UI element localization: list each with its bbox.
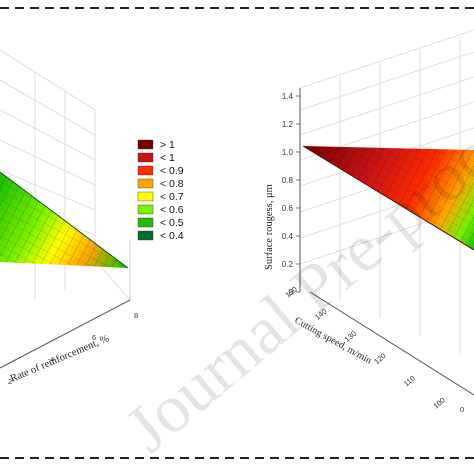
legend-label: > 1 <box>160 139 175 151</box>
left-x-ticks: 2 4 6 8 <box>8 311 138 386</box>
left-x-axis-line <box>0 299 131 369</box>
right-z-tick-label: 0.4 <box>282 232 294 241</box>
legend-swatch <box>137 217 154 228</box>
right-x-tick-label: 100 <box>432 396 447 411</box>
left-surface-edge <box>0 171 129 269</box>
right-x-axis-line <box>309 291 474 396</box>
right-z-tick-label: 0.2 <box>282 260 294 269</box>
legend-label: < 0.6 <box>160 204 184 216</box>
right-z-tick-label: 1.4 <box>282 92 294 101</box>
legend-label: < 1 <box>160 152 175 164</box>
left-x-tick-label: 2 <box>8 377 12 386</box>
right-z-tick-label: 0.6 <box>282 204 294 213</box>
right-surface-edge <box>302 145 474 251</box>
right-z-tick-label: 1.0 <box>282 148 294 157</box>
legend-swatch <box>137 204 154 215</box>
legend-label: < 0.8 <box>160 178 184 190</box>
left-x-tick-label: 4 <box>50 355 54 364</box>
right-z-ticks: 0 0.2 0.4 0.6 0.8 1.0 1.2 1.4 <box>282 92 300 297</box>
right-x-tick-label: 120 <box>372 351 387 366</box>
legend-label: < 0.7 <box>160 191 184 203</box>
right-z-tick-label: 1.2 <box>282 120 294 129</box>
left-x-tick-label: 8 <box>134 311 138 320</box>
right-chart: 00.20.40.60.81.01.21.4 15014013012011010… <box>264 29 474 414</box>
right-x-tick-label: 110 <box>402 374 417 389</box>
legend-swatch <box>137 191 154 202</box>
right-z-tick-label: 0.8 <box>282 176 294 185</box>
legend-swatch <box>137 152 154 163</box>
legend-swatch <box>137 230 154 241</box>
right-z-tick-label: 0 <box>289 288 294 297</box>
legend-label: < 0.4 <box>160 230 184 242</box>
right-z-axis-label: Surface rougess, μm <box>264 184 275 270</box>
legend-swatch <box>137 139 154 150</box>
legend-swatch <box>137 178 154 189</box>
legend-label: < 0.5 <box>160 217 184 229</box>
legend-label: < 0.9 <box>160 165 184 177</box>
right-x-extra-tick: 0 <box>460 405 464 414</box>
left-chart: 2 4 6 8 Rate of reinforcement, % <box>0 49 138 386</box>
left-x-tick-label: 6 <box>92 333 96 342</box>
legend-swatch <box>137 165 154 176</box>
legend: > 1< 1< 0.9< 0.8< 0.7< 0.6< 0.5< 0.4 <box>137 139 184 242</box>
left-grid <box>0 49 131 301</box>
left-x-axis-label: Rate of reinforcement, % <box>9 333 111 385</box>
